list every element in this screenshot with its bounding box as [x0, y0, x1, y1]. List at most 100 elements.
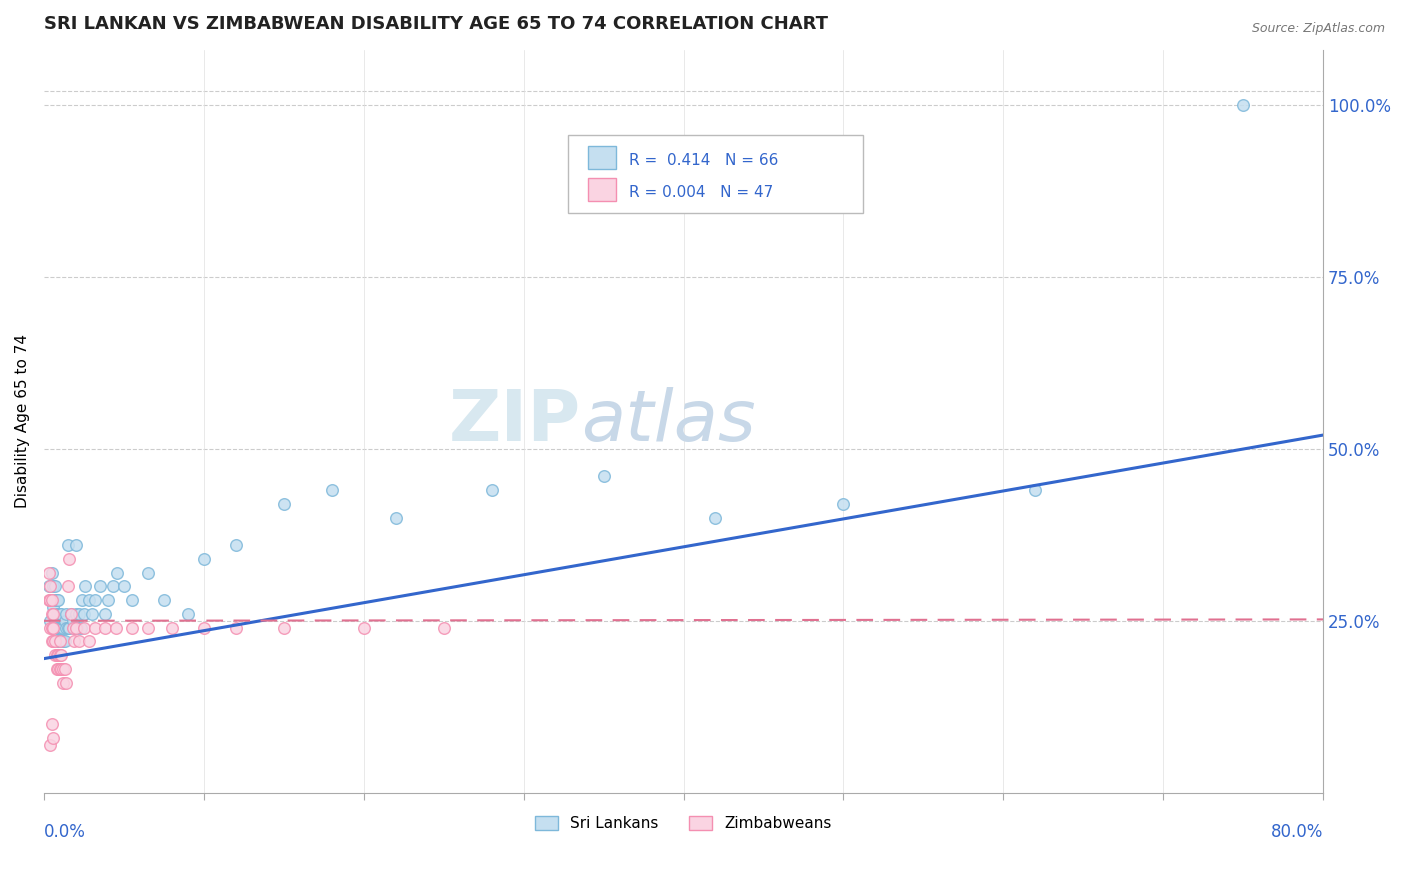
Point — [63, 621, 86, 635]
Point — [46, 634, 69, 648]
Point — [45, 593, 67, 607]
Point — [93, 621, 115, 635]
Point — [58, 621, 80, 635]
Point — [1024, 483, 1046, 497]
Point — [38, 579, 60, 593]
Point — [73, 607, 96, 621]
Point — [44, 648, 66, 663]
Point — [53, 634, 76, 648]
Point — [104, 621, 127, 635]
Point — [704, 510, 727, 524]
Point — [38, 566, 60, 580]
Point — [273, 621, 295, 635]
Point — [55, 607, 77, 621]
Point — [41, 566, 63, 580]
Point — [51, 662, 73, 676]
Point — [73, 621, 96, 635]
Text: 80.0%: 80.0% — [1271, 823, 1323, 841]
Point — [107, 566, 129, 580]
Point — [77, 634, 100, 648]
Point — [44, 614, 66, 628]
Point — [41, 593, 63, 607]
Point — [52, 662, 75, 676]
Y-axis label: Disability Age 65 to 74: Disability Age 65 to 74 — [15, 334, 30, 508]
Point — [42, 621, 65, 635]
Point — [84, 593, 107, 607]
Point — [52, 675, 75, 690]
Point — [39, 614, 62, 628]
Point — [55, 675, 77, 690]
Point — [321, 483, 343, 497]
Point — [93, 607, 115, 621]
Text: atlas: atlas — [581, 387, 756, 456]
Point — [62, 614, 84, 628]
Point — [101, 579, 124, 593]
Point — [89, 579, 111, 593]
Point — [65, 538, 87, 552]
Point — [193, 552, 215, 566]
Point — [53, 614, 76, 628]
Point — [63, 634, 86, 648]
Point — [45, 648, 67, 663]
Legend: Sri Lankans, Zimbabweans: Sri Lankans, Zimbabweans — [529, 810, 838, 837]
Point — [52, 634, 75, 648]
Point — [51, 648, 73, 663]
Point — [177, 607, 200, 621]
Point — [160, 621, 183, 635]
Point — [60, 607, 83, 621]
Point — [193, 621, 215, 635]
Point — [75, 579, 97, 593]
Point — [1232, 98, 1254, 112]
Point — [49, 662, 72, 676]
Text: Source: ZipAtlas.com: Source: ZipAtlas.com — [1251, 22, 1385, 36]
Point — [51, 634, 73, 648]
Point — [66, 621, 89, 635]
Text: R = 0.004   N = 47: R = 0.004 N = 47 — [628, 185, 773, 200]
FancyBboxPatch shape — [588, 145, 616, 169]
Point — [77, 593, 100, 607]
Point — [42, 731, 65, 745]
Point — [84, 621, 107, 635]
Point — [46, 662, 69, 676]
Point — [39, 579, 62, 593]
Point — [49, 634, 72, 648]
Point — [42, 600, 65, 615]
Point — [44, 593, 66, 607]
Point — [51, 621, 73, 635]
Point — [44, 579, 66, 593]
Point — [273, 497, 295, 511]
Point — [41, 634, 63, 648]
Point — [46, 593, 69, 607]
Point — [832, 497, 855, 511]
Point — [72, 593, 94, 607]
Point — [46, 648, 69, 663]
Point — [56, 538, 79, 552]
Point — [121, 621, 143, 635]
Point — [49, 621, 72, 635]
Point — [97, 593, 120, 607]
Point — [38, 593, 60, 607]
Point — [49, 648, 72, 663]
Point — [56, 621, 79, 635]
Point — [592, 469, 614, 483]
Text: R =  0.414   N = 66: R = 0.414 N = 66 — [628, 153, 778, 168]
Point — [45, 662, 67, 676]
Point — [39, 738, 62, 752]
Point — [62, 621, 84, 635]
Point — [39, 593, 62, 607]
Point — [46, 607, 69, 621]
Point — [49, 607, 72, 621]
Point — [53, 662, 76, 676]
Point — [60, 607, 83, 621]
Point — [41, 593, 63, 607]
Point — [51, 607, 73, 621]
Text: ZIP: ZIP — [449, 387, 581, 456]
Point — [45, 621, 67, 635]
Point — [153, 593, 176, 607]
Point — [433, 621, 456, 635]
Point — [112, 579, 135, 593]
Point — [49, 634, 72, 648]
Point — [384, 510, 406, 524]
Point — [121, 593, 143, 607]
Point — [136, 566, 159, 580]
